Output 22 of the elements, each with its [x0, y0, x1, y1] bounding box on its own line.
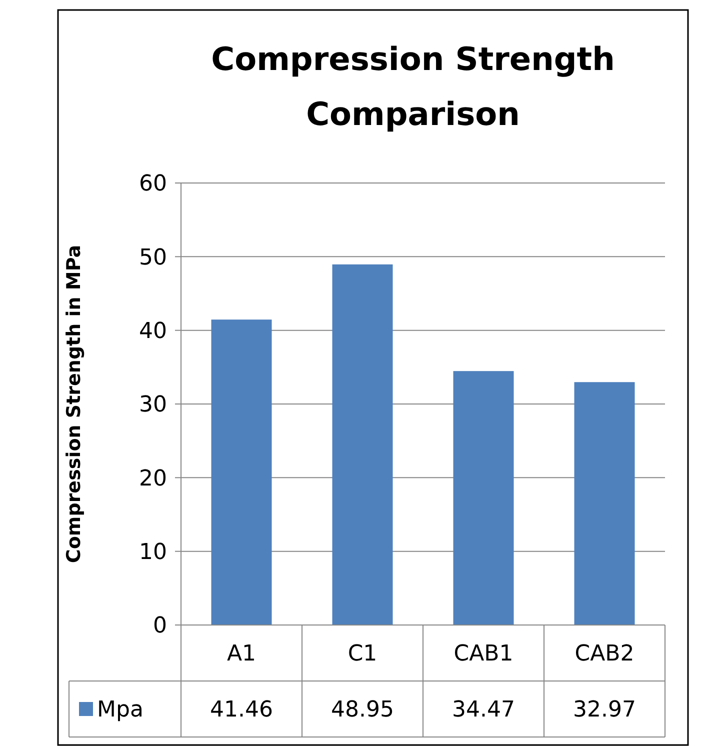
bar [332, 264, 393, 625]
y-tick-label: 10 [139, 540, 167, 566]
data-label: 32.97 [573, 698, 636, 723]
y-tick-label: 30 [139, 392, 167, 418]
y-tick-label: 60 [139, 172, 167, 197]
x-tick-label: A1 [226, 642, 256, 667]
y-tick-label: 0 [153, 614, 167, 639]
x-tick-label: CAB1 [454, 642, 514, 667]
chart-title: Compression Strength Comparison [211, 40, 615, 133]
y-axis-title: Compression Strength in MPa [63, 244, 85, 564]
y-tick-label: 40 [139, 319, 167, 344]
bar [574, 382, 635, 625]
data-label: 41.46 [210, 698, 273, 723]
x-tick-label: CAB2 [574, 642, 634, 667]
x-tick-label: C1 [348, 642, 378, 667]
data-label: 48.95 [331, 698, 394, 723]
bar [453, 371, 514, 625]
bar [211, 320, 272, 625]
y-tick-label: 20 [139, 466, 167, 492]
y-tick-label: 50 [139, 245, 167, 270]
legend-label: Mpa [97, 698, 144, 723]
data-label: 34.47 [452, 698, 515, 723]
